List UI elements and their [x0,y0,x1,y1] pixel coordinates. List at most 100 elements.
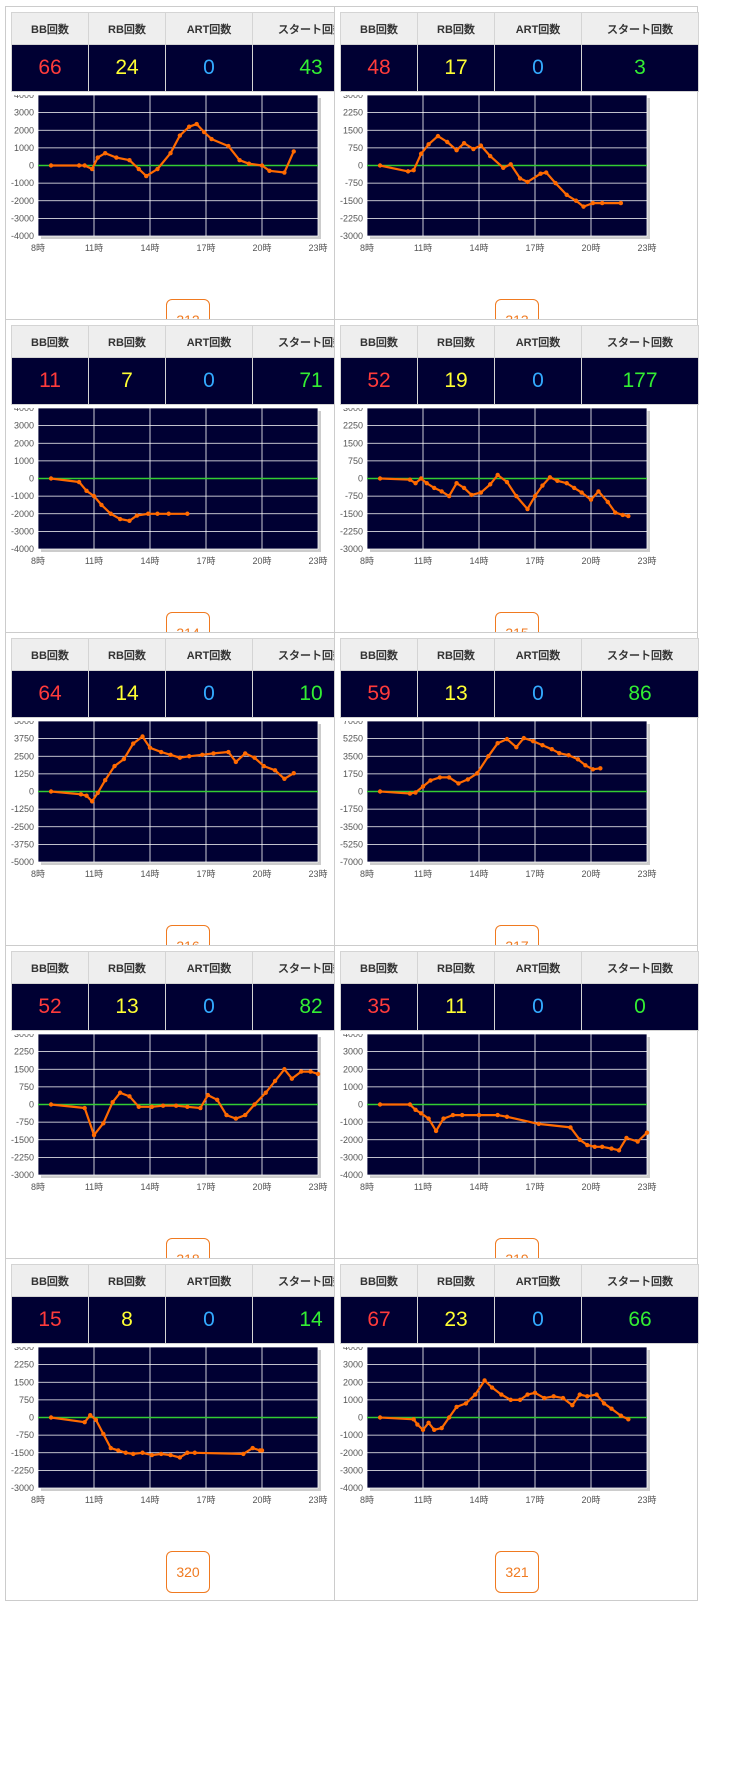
y-tick-label: -1000 [340,1117,363,1127]
bb-count: 64 [11,670,89,718]
art-count: 0 [165,670,253,718]
data-point [446,775,452,780]
data-point [439,1425,444,1431]
data-point [601,1401,607,1406]
y-tick-label: 3750 [14,734,34,744]
data-point [504,736,510,742]
data-point [101,1431,106,1437]
data-point [243,1112,248,1118]
data-point [499,1392,504,1397]
data-point [581,204,586,209]
y-tick-label: 3000 [14,1347,34,1352]
data-point [411,1417,416,1422]
x-tick-label: 11時 [85,243,103,253]
y-tick-label: 5250 [343,734,363,744]
data-point [445,139,450,145]
y-tick-label: -1000 [340,1430,363,1440]
data-point [267,168,272,173]
x-tick-label: 11時 [85,1495,103,1505]
y-tick-label: -4000 [11,544,34,554]
x-tick-label: 8時 [31,1182,45,1192]
data-point [185,511,190,516]
data-point [482,1378,487,1383]
y-tick-label: 4000 [14,408,34,413]
data-point [605,499,610,505]
data-point [291,149,296,154]
y-tick-label: -3000 [340,544,363,554]
data-point [76,479,82,485]
data-point [168,150,173,156]
y-tick-label: -2250 [11,1465,34,1475]
y-tick-label: 1500 [343,125,363,135]
data-point [446,1415,452,1420]
data-point [259,163,265,168]
data-point [250,1445,255,1451]
y-tick-label: -1500 [11,1448,34,1458]
data-point [465,777,470,782]
x-tick-label: 8時 [360,869,374,879]
y-tick-label: 2250 [343,421,363,431]
data-point [160,1103,166,1108]
y-tick-label: -3000 [11,1170,34,1180]
rb-header: RB回数 [417,951,495,984]
art-header: ART回数 [165,12,253,45]
x-tick-label: 14時 [140,243,159,253]
y-tick-label: 2500 [14,751,34,761]
stats-table: BB回数 RB回数 ART回数 スタート回数 64 14 0 10 [11,638,370,718]
data-point [101,1121,106,1126]
y-tick-label: -1500 [340,509,363,519]
data-point [454,481,459,486]
start-header: スタート回数 [581,325,699,358]
x-tick-label: 23時 [308,243,327,253]
data-point [517,1397,523,1403]
data-point [103,778,108,783]
data-point [478,490,484,495]
data-point [48,789,54,794]
data-point [93,1417,99,1423]
data-point [585,1394,590,1399]
data-point [420,1427,426,1433]
rb-header: RB回数 [417,638,495,671]
data-point [501,165,506,171]
data-point [134,513,140,518]
y-tick-label: 2000 [14,125,34,135]
data-point [544,170,549,175]
data-point [149,1104,155,1110]
data-point [166,511,171,516]
x-tick-label: 23時 [308,869,327,879]
data-point [418,476,424,481]
x-tick-label: 14時 [140,869,159,879]
data-point [95,155,100,160]
data-point [82,1105,87,1111]
y-tick-label: 1000 [343,1082,363,1092]
data-point [127,1094,132,1099]
data-point [508,1397,513,1403]
data-point [226,143,231,149]
data-point [616,1148,622,1153]
machine-number-button[interactable]: 320 [166,1551,210,1593]
machine-number-button[interactable]: 321 [495,1551,539,1593]
x-tick-label: 17時 [196,556,215,566]
data-point [315,1071,321,1077]
y-tick-label: 4000 [343,1347,363,1352]
data-point [460,1112,465,1118]
rb-count: 24 [88,44,166,92]
data-point [91,1132,97,1138]
stats-table: BB回数 RB回数 ART回数 スタート回数 11 7 0 71 [11,325,370,405]
data-point [469,492,474,498]
y-tick-label: -2250 [340,526,363,536]
data-point [547,475,553,480]
data-point [241,1451,246,1457]
data-point [504,1114,510,1120]
x-tick-label: 14時 [469,243,488,253]
art-header: ART回数 [494,325,582,358]
x-tick-label: 11時 [414,1182,432,1192]
machine-card: BB回数 RB回数 ART回数 スタート回数 35 11 0 0 4000 3000 2000 100… [334,945,699,1288]
x-tick-label: 17時 [196,1495,215,1505]
y-tick-label: 3000 [343,95,363,100]
x-tick-label: 17時 [525,1182,544,1192]
data-point [411,168,416,173]
data-point [48,163,54,168]
data-point [495,472,500,478]
data-point [377,789,383,794]
